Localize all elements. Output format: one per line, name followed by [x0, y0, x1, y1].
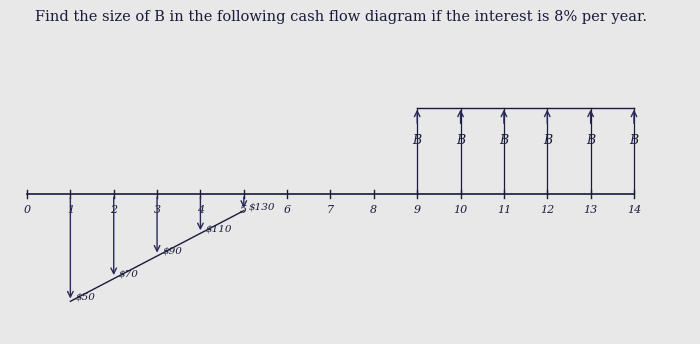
- Text: $70: $70: [119, 269, 139, 278]
- Text: Find the size of B in the following cash flow diagram if the interest is 8% per : Find the size of B in the following cash…: [35, 10, 647, 24]
- Text: 4: 4: [197, 205, 204, 215]
- Text: 5: 5: [240, 205, 247, 215]
- Text: 8: 8: [370, 205, 377, 215]
- Text: $90: $90: [162, 247, 182, 256]
- Text: $50: $50: [76, 293, 95, 302]
- Text: B: B: [412, 134, 422, 147]
- Text: B: B: [542, 134, 552, 147]
- Text: 2: 2: [110, 205, 118, 215]
- Text: B: B: [456, 134, 465, 147]
- Text: 12: 12: [540, 205, 554, 215]
- Text: 6: 6: [284, 205, 290, 215]
- Text: 0: 0: [23, 205, 31, 215]
- Text: B: B: [629, 134, 638, 147]
- Text: 11: 11: [497, 205, 511, 215]
- Text: 1: 1: [66, 205, 74, 215]
- Text: 3: 3: [153, 205, 160, 215]
- Text: 9: 9: [414, 205, 421, 215]
- Text: $130: $130: [249, 202, 276, 211]
- Text: 14: 14: [626, 205, 641, 215]
- Text: 7: 7: [327, 205, 334, 215]
- Text: $110: $110: [206, 225, 232, 234]
- Text: 10: 10: [454, 205, 468, 215]
- Text: 13: 13: [584, 205, 598, 215]
- Text: B: B: [499, 134, 508, 147]
- Text: B: B: [586, 134, 595, 147]
